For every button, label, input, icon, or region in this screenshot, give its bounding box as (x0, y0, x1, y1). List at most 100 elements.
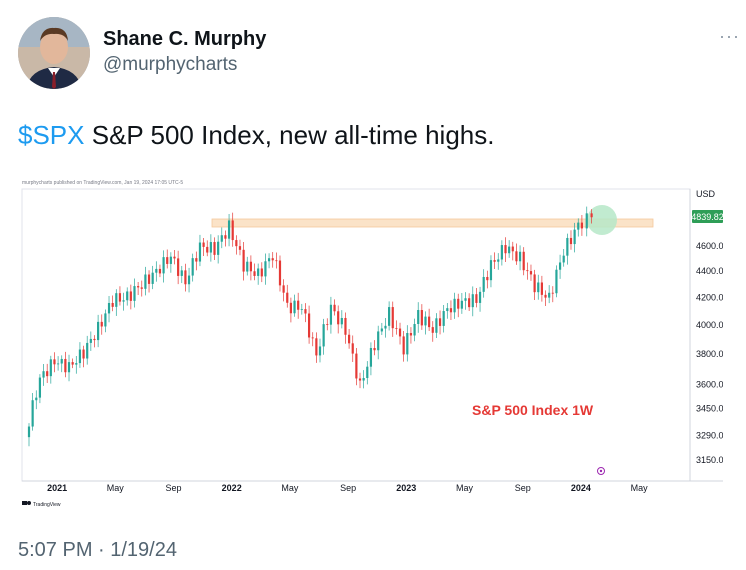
candle-body (289, 302, 292, 314)
highlight-circle (587, 205, 617, 235)
candle-body (27, 426, 31, 438)
tweet-text: $SPX S&P 500 Index, new all-time highs. (18, 120, 494, 151)
x-tick-label: Sep (340, 483, 356, 493)
candle-body (129, 291, 132, 301)
candle-body (78, 349, 82, 364)
candle-body (428, 316, 431, 328)
candle-body (384, 325, 387, 329)
candle-body (198, 242, 202, 262)
y-tick-label: 3290.00 (696, 430, 723, 440)
candle-body (35, 397, 38, 401)
candle-body (137, 286, 140, 288)
y-tick-label: 4600.00 (696, 241, 723, 251)
candle-body (569, 237, 573, 245)
candle-body (420, 310, 423, 326)
last-price-value: 4839.82 (691, 212, 723, 222)
avatar[interactable] (18, 17, 90, 89)
candle-body (133, 286, 136, 301)
candle-body (322, 324, 325, 347)
candle-body (97, 321, 100, 341)
chart-image[interactable]: murphycharts published on TradingView.co… (18, 175, 729, 515)
candles (27, 206, 593, 447)
candle-body (249, 261, 252, 272)
candle-body (184, 270, 187, 285)
y-tick-label: 4400.00 (696, 266, 723, 276)
tweet-timestamp[interactable]: 5:07 PM · 1/19/24 (18, 539, 177, 561)
chart-watermark: S&P 500 Index 1W (472, 402, 594, 418)
candle-body (537, 282, 540, 293)
candle-body (377, 331, 380, 351)
candle-body (93, 338, 96, 341)
currency-label: USD (696, 189, 716, 199)
candle-body (329, 304, 333, 325)
candle-body (53, 359, 56, 365)
candle-body (362, 378, 365, 381)
candle-body (518, 251, 522, 262)
candle-body (540, 282, 543, 295)
candle-body (82, 349, 85, 359)
candle-body (282, 285, 285, 293)
candle-body (286, 292, 289, 303)
candle-body (202, 242, 205, 247)
candle-body (482, 276, 485, 292)
candle-body (529, 271, 533, 275)
candle-body (271, 258, 274, 261)
y-tick-label: 3150.00 (696, 455, 723, 465)
candle-body (257, 268, 260, 276)
author-name[interactable]: Shane C. Murphy (103, 28, 267, 50)
candle-body (297, 300, 300, 310)
candle-body (49, 359, 52, 377)
candle-body (577, 222, 580, 230)
candle-body (515, 251, 518, 262)
candle-body (391, 307, 394, 329)
x-tick-label: 2023 (396, 483, 416, 493)
author-handle[interactable]: @murphycharts (103, 54, 238, 75)
candle-body (442, 311, 445, 326)
candle-body (169, 256, 172, 264)
candle-body (86, 342, 89, 359)
candle-body (351, 343, 354, 354)
candle-body (180, 270, 183, 276)
candle-body (585, 213, 588, 229)
y-tick-label: 4200.00 (696, 292, 723, 302)
candle-body (158, 268, 162, 274)
candle-body (402, 336, 405, 355)
candle-body (60, 358, 63, 364)
candle-body (231, 220, 234, 241)
candle-body (246, 261, 249, 272)
candle-body (220, 235, 223, 242)
candle-body (398, 328, 402, 337)
tradingview-chart: murphycharts published on TradingView.co… (18, 175, 729, 515)
candle-body (511, 246, 514, 252)
candle-body (227, 220, 231, 239)
candle-body (573, 229, 576, 245)
candle-body (500, 245, 503, 260)
candle-body (522, 251, 525, 271)
candle-body (337, 311, 340, 325)
tweet-body: S&P 500 Index, new all-time highs. (84, 120, 495, 150)
candle-body (75, 363, 78, 365)
x-tick-label: May (107, 483, 125, 493)
candle-body (38, 377, 42, 398)
candle-body (424, 316, 427, 326)
candle-body (366, 366, 369, 379)
candle-body (504, 245, 507, 254)
candle-body (471, 294, 474, 308)
candle-body (580, 222, 583, 229)
candle-body (213, 242, 216, 255)
candle-body (111, 302, 114, 307)
candle-body (457, 298, 460, 309)
candle-body (380, 328, 383, 332)
candle-body (413, 323, 416, 336)
candle-body (333, 304, 336, 312)
y-tick-label: 3800.00 (696, 349, 723, 359)
candle-body (151, 272, 154, 284)
candle-body (478, 291, 482, 303)
cashtag-link[interactable]: $SPX (18, 120, 85, 150)
chart-header-text: murphycharts published on TradingView.co… (22, 180, 183, 186)
more-options-icon[interactable]: ··· (719, 26, 740, 46)
candle-body (238, 246, 242, 250)
x-tick-label: Sep (165, 483, 181, 493)
candle-body (562, 255, 565, 263)
x-tick-label: 2022 (222, 483, 242, 493)
